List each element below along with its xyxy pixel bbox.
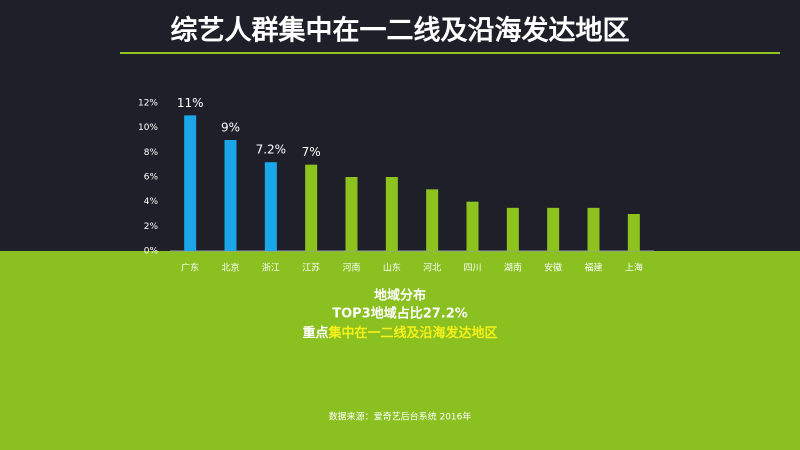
y-tick-label: 4%: [144, 197, 159, 207]
slide-title: 综艺人群集中在一二线及沿海发达地区: [171, 15, 630, 47]
bar: [264, 162, 277, 251]
bar: [345, 177, 358, 251]
green-background: [0, 251, 800, 450]
bar: [385, 177, 398, 251]
bar: [547, 207, 560, 251]
bar: [184, 115, 197, 251]
y-tick-label: 2%: [144, 222, 159, 232]
highlight-emphasis: 集中在一二线及沿海发达地区: [328, 325, 498, 341]
source-note: 数据来源：爱奇艺后台系统 2016年: [329, 411, 472, 423]
x-tick-label: 浙江: [262, 262, 280, 274]
x-tick-label: 广东: [181, 262, 199, 274]
data-label: 7.2%: [256, 143, 287, 157]
x-tick-label: 四川: [463, 264, 481, 274]
data-label: 11%: [177, 96, 204, 110]
x-tick-label: 河南: [342, 262, 360, 274]
x-tick-label: 福建: [584, 262, 602, 274]
y-tick-label: 6%: [144, 173, 159, 183]
x-tick-label: 上海: [625, 262, 643, 274]
x-tick-label: 江苏: [302, 262, 320, 274]
x-tick-label: 北京: [221, 262, 239, 274]
bar: [426, 189, 439, 251]
x-tick-label: 湖南: [504, 262, 522, 274]
bar: [627, 214, 640, 251]
summary-highlight: 重点集中在一二线及沿海发达地区: [302, 325, 497, 341]
y-tick-label: 0%: [144, 247, 159, 257]
data-label: 9%: [221, 121, 240, 135]
bar: [587, 207, 600, 251]
y-tick-label: 10%: [138, 123, 158, 133]
data-label: 7%: [302, 145, 321, 159]
x-tick-label: 山东: [383, 262, 401, 274]
bar: [466, 201, 479, 251]
x-tick-label: 河北: [423, 262, 441, 274]
bar: [506, 207, 519, 251]
y-tick-label: 8%: [144, 148, 159, 158]
bar: [224, 140, 237, 251]
y-tick-label: 12%: [138, 99, 158, 109]
summary-line: TOP3地域占比27.2%: [332, 306, 468, 322]
dark-background: [0, 0, 800, 251]
highlight-prefix: 重点: [302, 325, 328, 341]
x-tick-label: 安徽: [544, 262, 562, 274]
summary-line: 地域分布: [374, 288, 426, 304]
bar: [305, 164, 318, 251]
